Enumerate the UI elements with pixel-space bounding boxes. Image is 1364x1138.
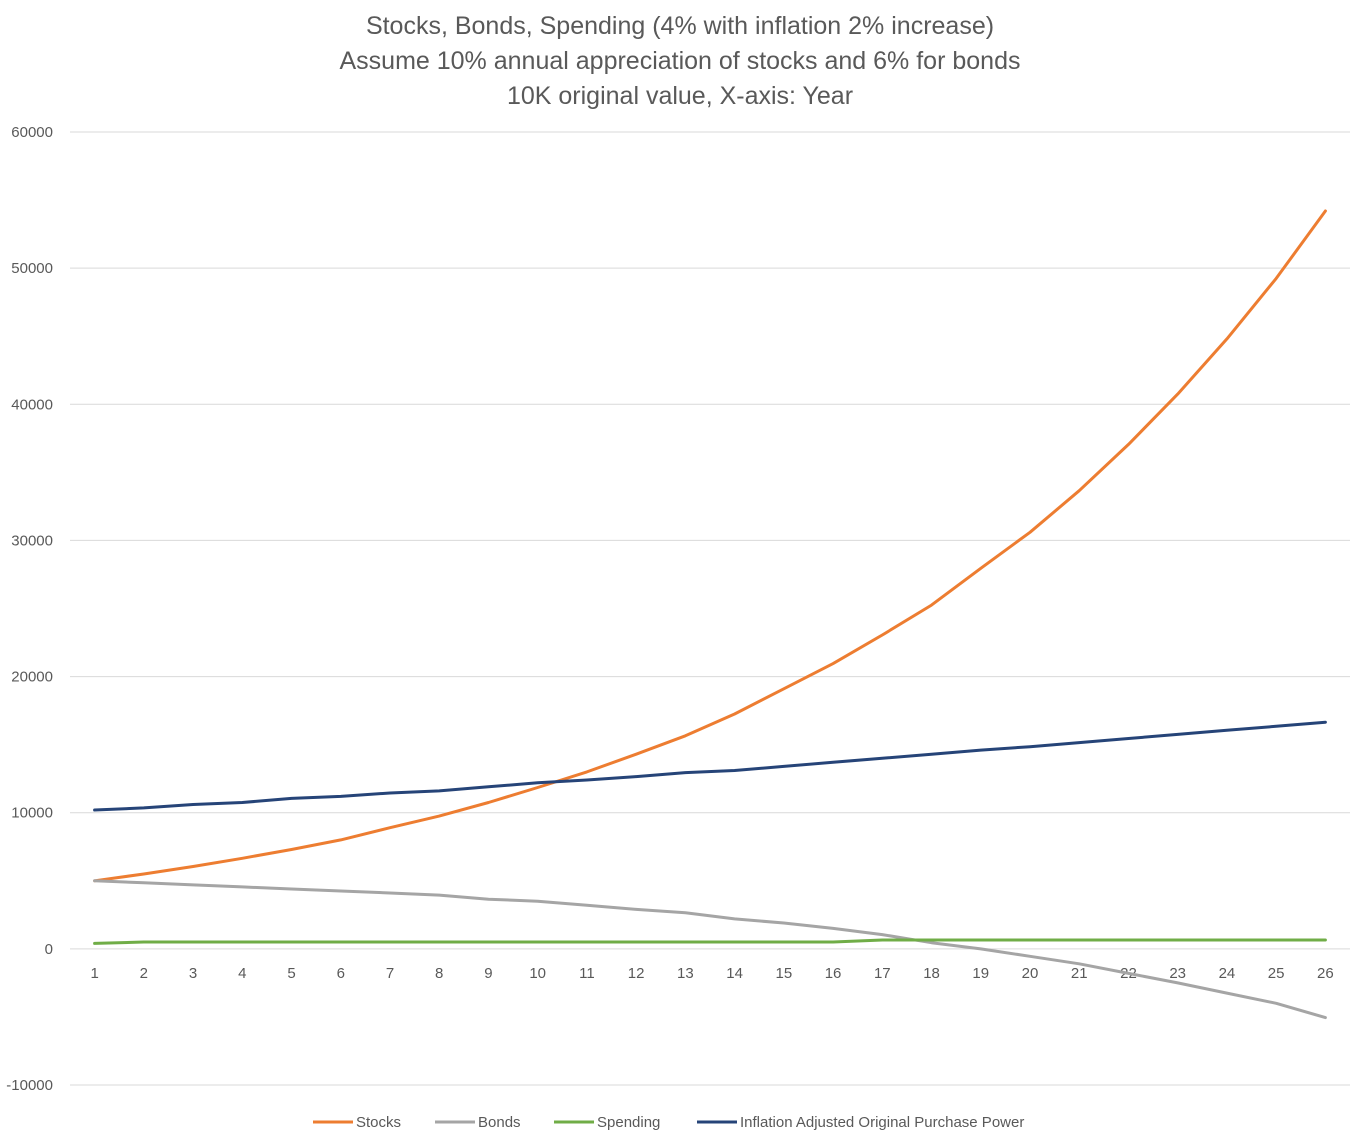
x-tick-label: 1 — [90, 965, 98, 982]
series-line-spending — [93, 938, 1327, 945]
y-tick-label: 20000 — [11, 669, 53, 686]
x-tick-label: 8 — [435, 965, 443, 982]
gridlines — [70, 131, 1350, 1086]
x-tick-label: 16 — [825, 965, 842, 982]
x-tick-label: 3 — [189, 965, 197, 982]
legend-label-spending: Spending — [597, 1114, 660, 1131]
x-tick-label: 17 — [874, 965, 891, 982]
chart-title-line-2: Assume 10% annual appreciation of stocks… — [340, 47, 1021, 75]
x-tick-label: 7 — [386, 965, 394, 982]
x-tick-label: 15 — [776, 965, 793, 982]
y-tick-label: 40000 — [11, 396, 53, 413]
x-tick-label: 21 — [1071, 965, 1088, 982]
x-tick-label: 25 — [1268, 965, 1285, 982]
x-tick-label: 14 — [726, 965, 743, 982]
series-line-bonds — [93, 879, 1327, 1020]
x-tick-label: 23 — [1169, 965, 1186, 982]
x-tick-label: 18 — [923, 965, 940, 982]
legend: Stocks Bonds Spending Inflation Adjusted Or… — [313, 1114, 1024, 1131]
x-tick-label: 4 — [238, 965, 246, 982]
series-lines — [93, 209, 1327, 1020]
x-tick-label: 11 — [579, 965, 595, 982]
x-tick-label: 5 — [287, 965, 295, 982]
chart-title-line-1: Stocks, Bonds, Spending (4% with inflati… — [366, 12, 994, 40]
y-tick-label: 60000 — [11, 124, 53, 141]
x-tick-label: 20 — [1022, 965, 1039, 982]
y-tick-label: 30000 — [11, 532, 53, 549]
x-tick-label: 12 — [628, 965, 645, 982]
legend-label-inflation-adjusted-original-purchase-power: Inflation Adjusted Original Purchase Pow… — [740, 1114, 1024, 1131]
x-tick-label: 2 — [140, 965, 148, 982]
legend-label-bonds: Bonds — [478, 1114, 521, 1131]
x-tick-label: 6 — [337, 965, 345, 982]
legend-label-stocks: Stocks — [356, 1114, 401, 1131]
y-tick-label: 10000 — [11, 805, 53, 822]
y-tick-label: -10000 — [6, 1077, 53, 1094]
x-tick-label: 26 — [1317, 965, 1334, 982]
x-tick-label: 19 — [972, 965, 989, 982]
x-tick-label: 10 — [529, 965, 546, 982]
y-tick-label: 50000 — [11, 260, 53, 277]
x-axis-ticks: 1 2 3 4 5 6 7 8 9 10 11 12 13 14 15 16 17 18 19 20 21 22 23 24 2… — [90, 965, 1333, 982]
y-axis-ticks: -10000 0 10000 20000 30000 40000 50000 60000 — [6, 124, 53, 1094]
series-line-inflation-adjusted-original-purchase-power — [93, 720, 1327, 812]
chart-title-line-3: 10K original value, X-axis: Year — [507, 82, 853, 110]
x-tick-label: 13 — [677, 965, 694, 982]
series-line-stocks — [93, 209, 1327, 883]
x-tick-label: 24 — [1219, 965, 1236, 982]
y-tick-label: 0 — [45, 941, 53, 958]
x-tick-label: 9 — [484, 965, 492, 982]
